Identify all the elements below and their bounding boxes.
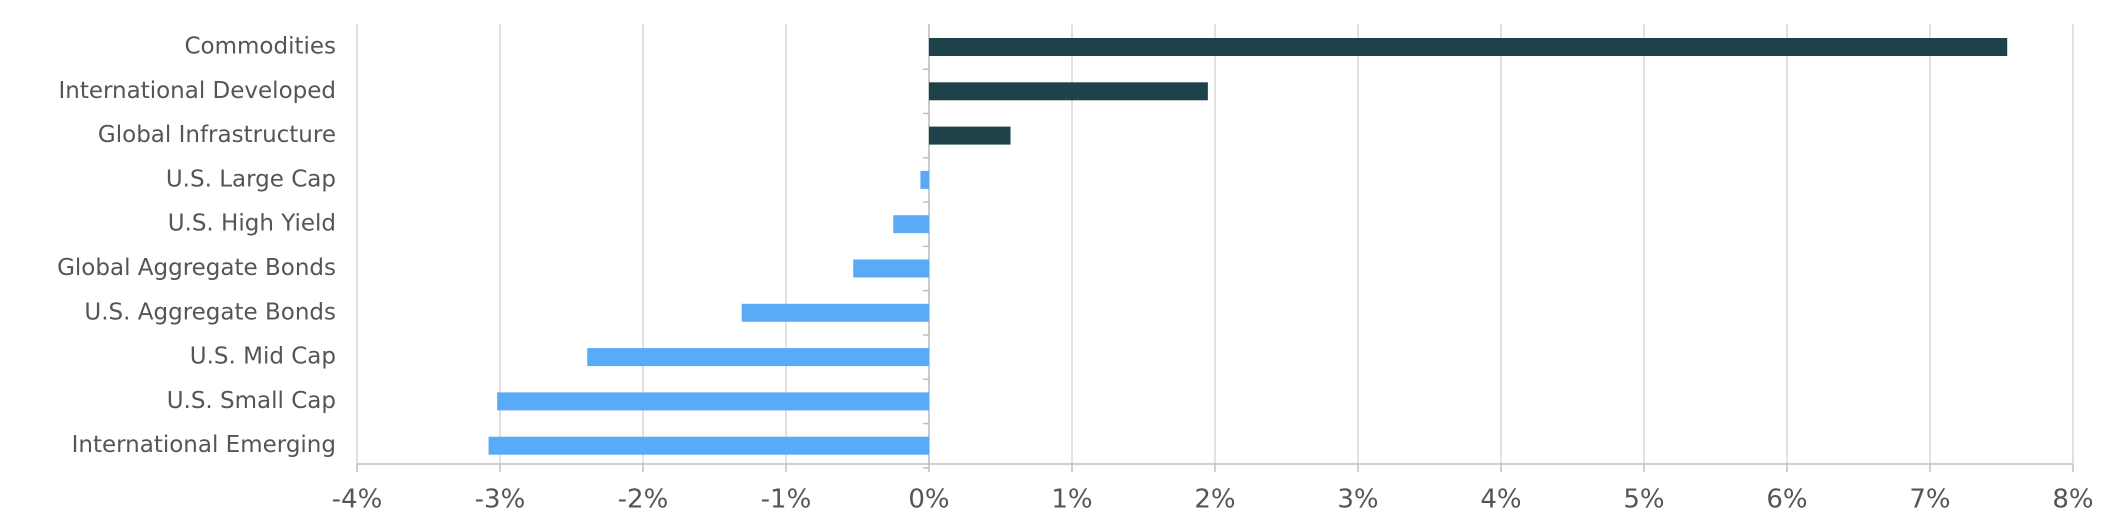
y-tick-label: International Emerging (72, 432, 336, 458)
x-tick-label: 1% (1051, 485, 1092, 515)
y-tick-label: Commodities (184, 34, 336, 60)
y-tick-label: International Developed (58, 78, 336, 104)
x-tick-label: 3% (1337, 485, 1378, 515)
bar (929, 126, 1011, 145)
bar (929, 38, 2008, 56)
y-tick-label: U.S. High Yield (168, 211, 336, 237)
x-tick-label: 6% (1766, 485, 1807, 515)
x-tick-label: 5% (1623, 485, 1664, 515)
x-tick-label: -1% (761, 485, 812, 515)
x-tick-label: 8% (2052, 485, 2093, 515)
x-tick-label: 2% (1194, 485, 1235, 515)
y-tick-label: U.S. Aggregate Bonds (84, 299, 336, 325)
x-tick-label: 7% (1909, 485, 1950, 515)
bar (497, 392, 929, 411)
bar (853, 259, 929, 278)
x-tick-label: 0% (908, 485, 949, 515)
bar (587, 348, 929, 367)
y-tick-label: U.S. Mid Cap (190, 344, 336, 370)
bar (488, 436, 929, 455)
y-tick-label: Global Aggregate Bonds (57, 255, 336, 281)
bar (893, 215, 929, 234)
bar (920, 170, 929, 189)
x-tick-label: 4% (1480, 485, 1521, 515)
x-tick-label: -4% (332, 485, 383, 515)
x-tick-label: -3% (475, 485, 526, 515)
x-tick-label: -2% (618, 485, 669, 515)
y-tick-label: U.S. Small Cap (167, 388, 336, 414)
y-tick-label: U.S. Large Cap (166, 166, 336, 192)
y-tick-label: Global Infrastructure (98, 122, 336, 148)
bar (741, 303, 929, 322)
bar (929, 82, 1208, 101)
